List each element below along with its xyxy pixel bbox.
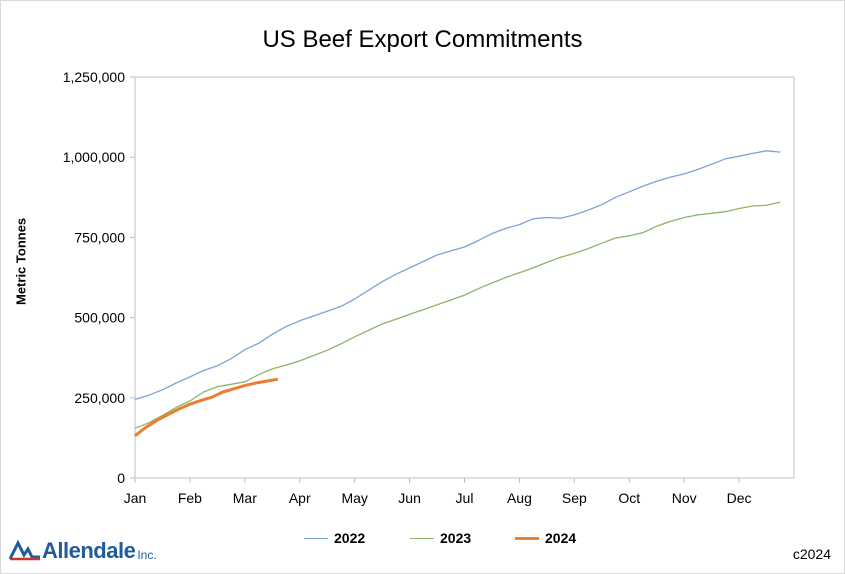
x-tick-label: Jan	[124, 490, 147, 506]
legend-item-2022: 2022	[304, 530, 365, 546]
chart-legend: 2022 2023 2024	[0, 530, 845, 550]
series-line-2024	[134, 377, 279, 437]
x-tick-label: Sep	[562, 490, 587, 506]
legend-swatch	[410, 537, 434, 539]
legend-swatch	[515, 536, 539, 540]
x-tick-label: Jul	[456, 490, 474, 506]
legend-swatch	[304, 537, 328, 539]
x-tick-label: Dec	[727, 490, 752, 506]
x-tick-label: Oct	[618, 490, 640, 506]
legend-item-2024: 2024	[515, 530, 576, 546]
logo-name: Allendale	[42, 538, 136, 563]
y-tick-label: 1,000,000	[63, 149, 125, 165]
y-tick-label: 1,250,000	[63, 69, 125, 85]
allendale-logo: Allendale Inc.	[8, 536, 157, 566]
legend-label: 2022	[334, 530, 366, 546]
allendale-logo-mark-icon	[8, 539, 40, 561]
x-tick-label: Nov	[672, 490, 697, 506]
y-tick-label: 500,000	[74, 310, 125, 326]
y-tick-label: 250,000	[74, 390, 125, 406]
x-tick-label: Mar	[233, 490, 257, 506]
chart-title: US Beef Export Commitments	[262, 26, 583, 53]
x-tick-label: May	[341, 490, 367, 506]
plot-area	[134, 76, 795, 479]
x-tick-label: Apr	[289, 490, 311, 506]
y-tick-label: 750,000	[74, 229, 125, 245]
legend-label: 2024	[545, 530, 577, 546]
copyright-label: c2024	[792, 546, 831, 562]
legend-item-2023: 2023	[410, 530, 471, 546]
series-line-2023	[134, 201, 781, 429]
x-tick-label: Feb	[178, 490, 202, 506]
x-tick-label: Aug	[507, 490, 532, 506]
legend-label: 2023	[440, 530, 472, 546]
y-tick-label: 0	[117, 470, 125, 486]
logo-suffix: Inc.	[137, 548, 157, 562]
x-tick-label: Jun	[398, 490, 421, 506]
series-line-2022	[134, 150, 781, 401]
